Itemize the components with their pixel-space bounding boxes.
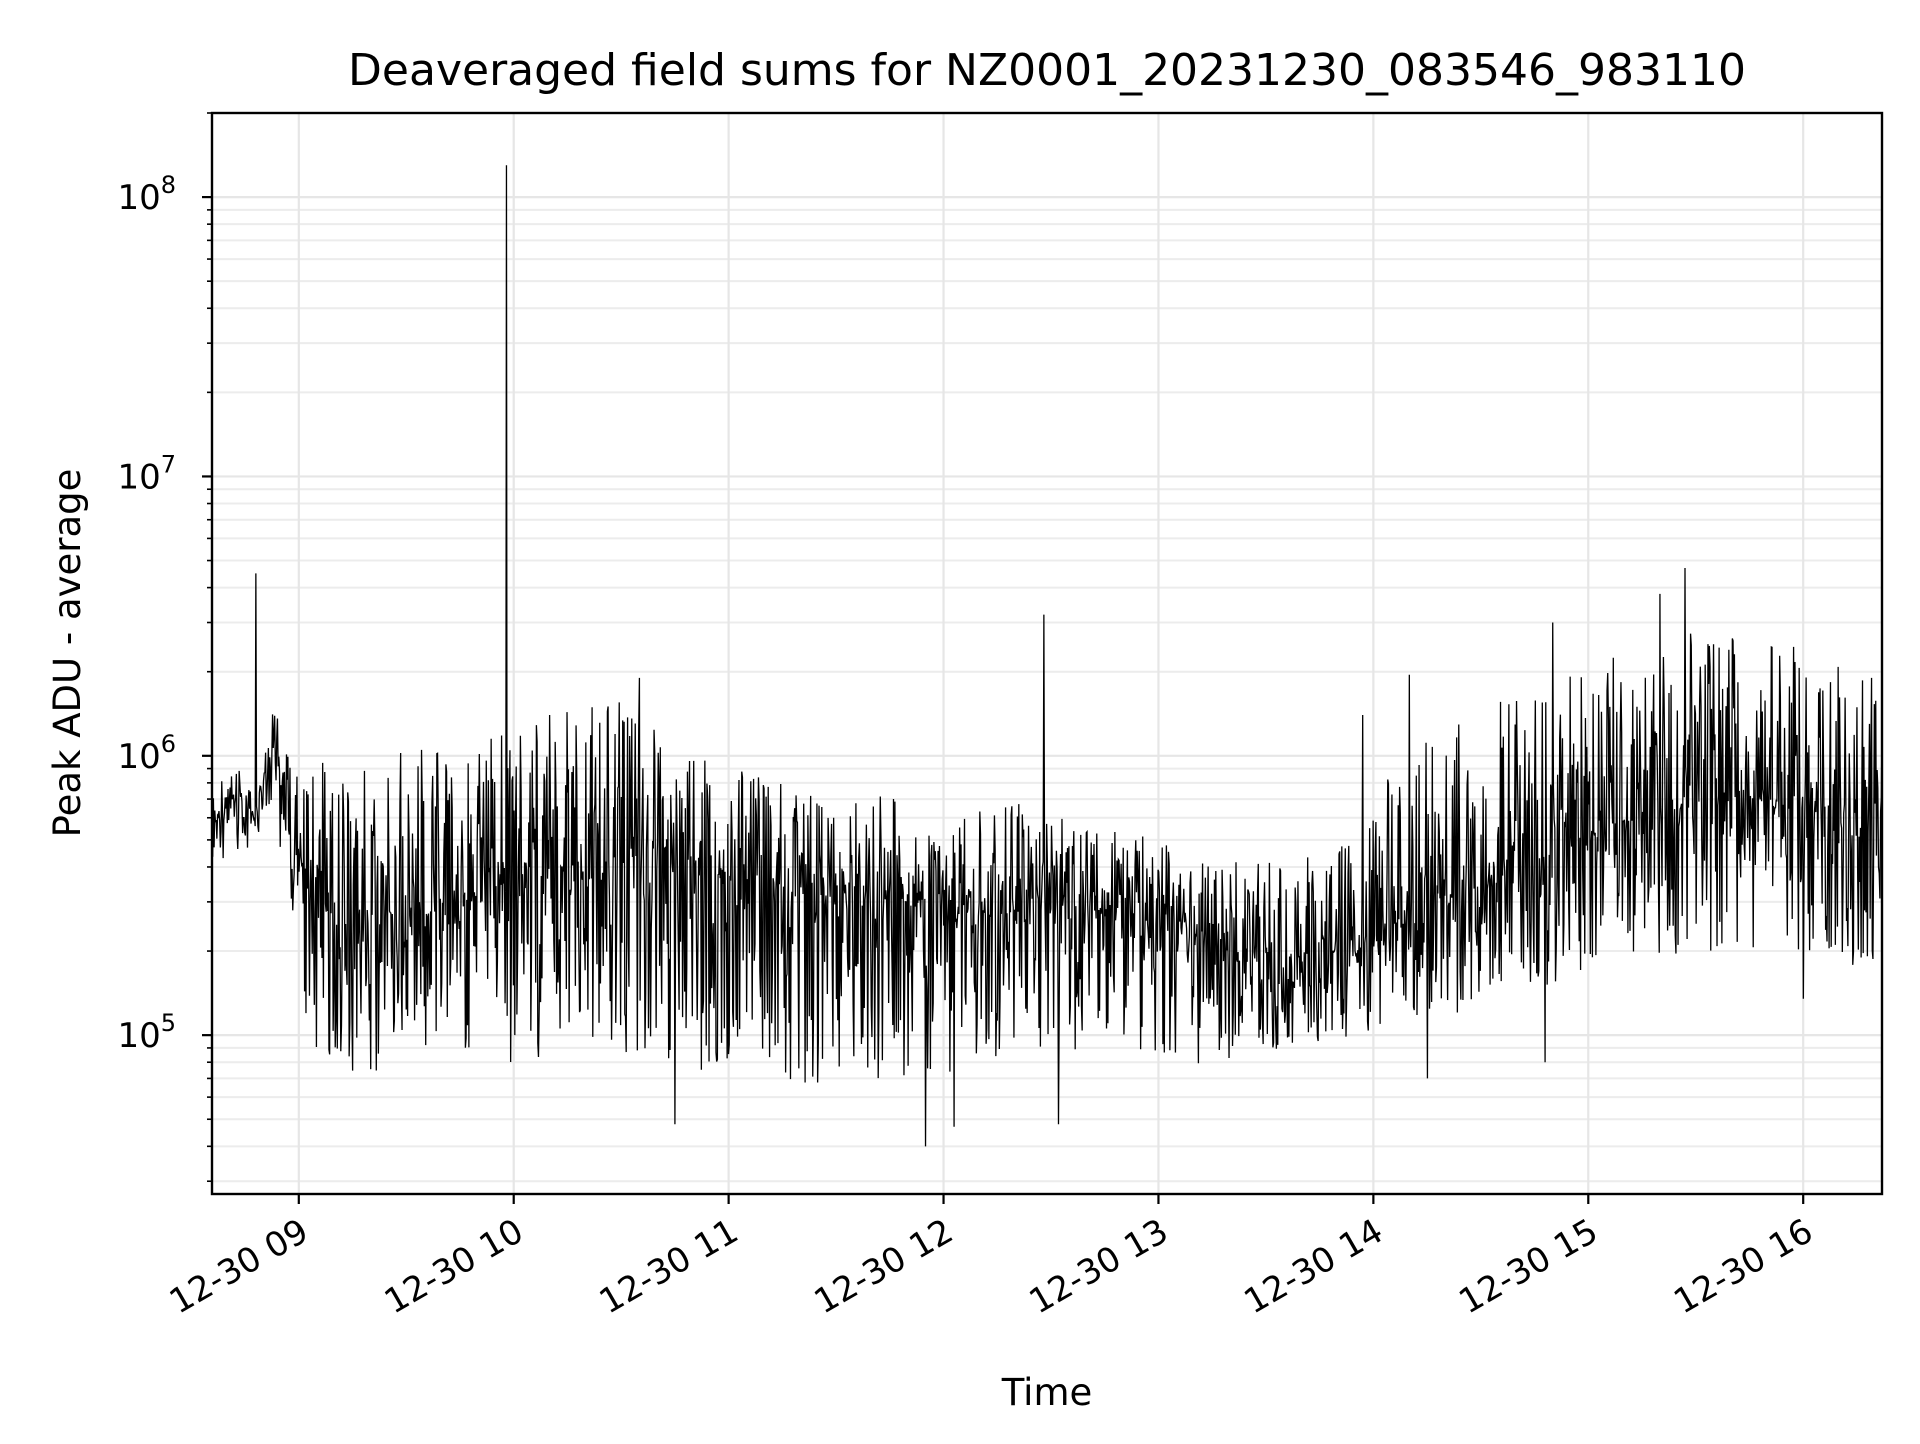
chart-title: Deaveraged field sums for NZ0001_2023123… bbox=[348, 45, 1746, 96]
y-axis-label: Peak ADU - average bbox=[46, 469, 89, 838]
series-line bbox=[212, 165, 1882, 1147]
y-tick-label: 108 bbox=[117, 171, 176, 218]
plot-frame bbox=[210, 111, 1884, 1196]
x-axis-label: Time bbox=[1001, 1371, 1093, 1414]
y-tick-label: 105 bbox=[117, 1009, 176, 1056]
major-gridlines bbox=[212, 113, 1882, 1194]
data-series bbox=[212, 165, 1882, 1147]
y-tick-label: 107 bbox=[117, 450, 176, 497]
y-axis-ticks: 105 106 107 108 bbox=[117, 112, 212, 1183]
y-tick-label: 106 bbox=[117, 730, 176, 777]
